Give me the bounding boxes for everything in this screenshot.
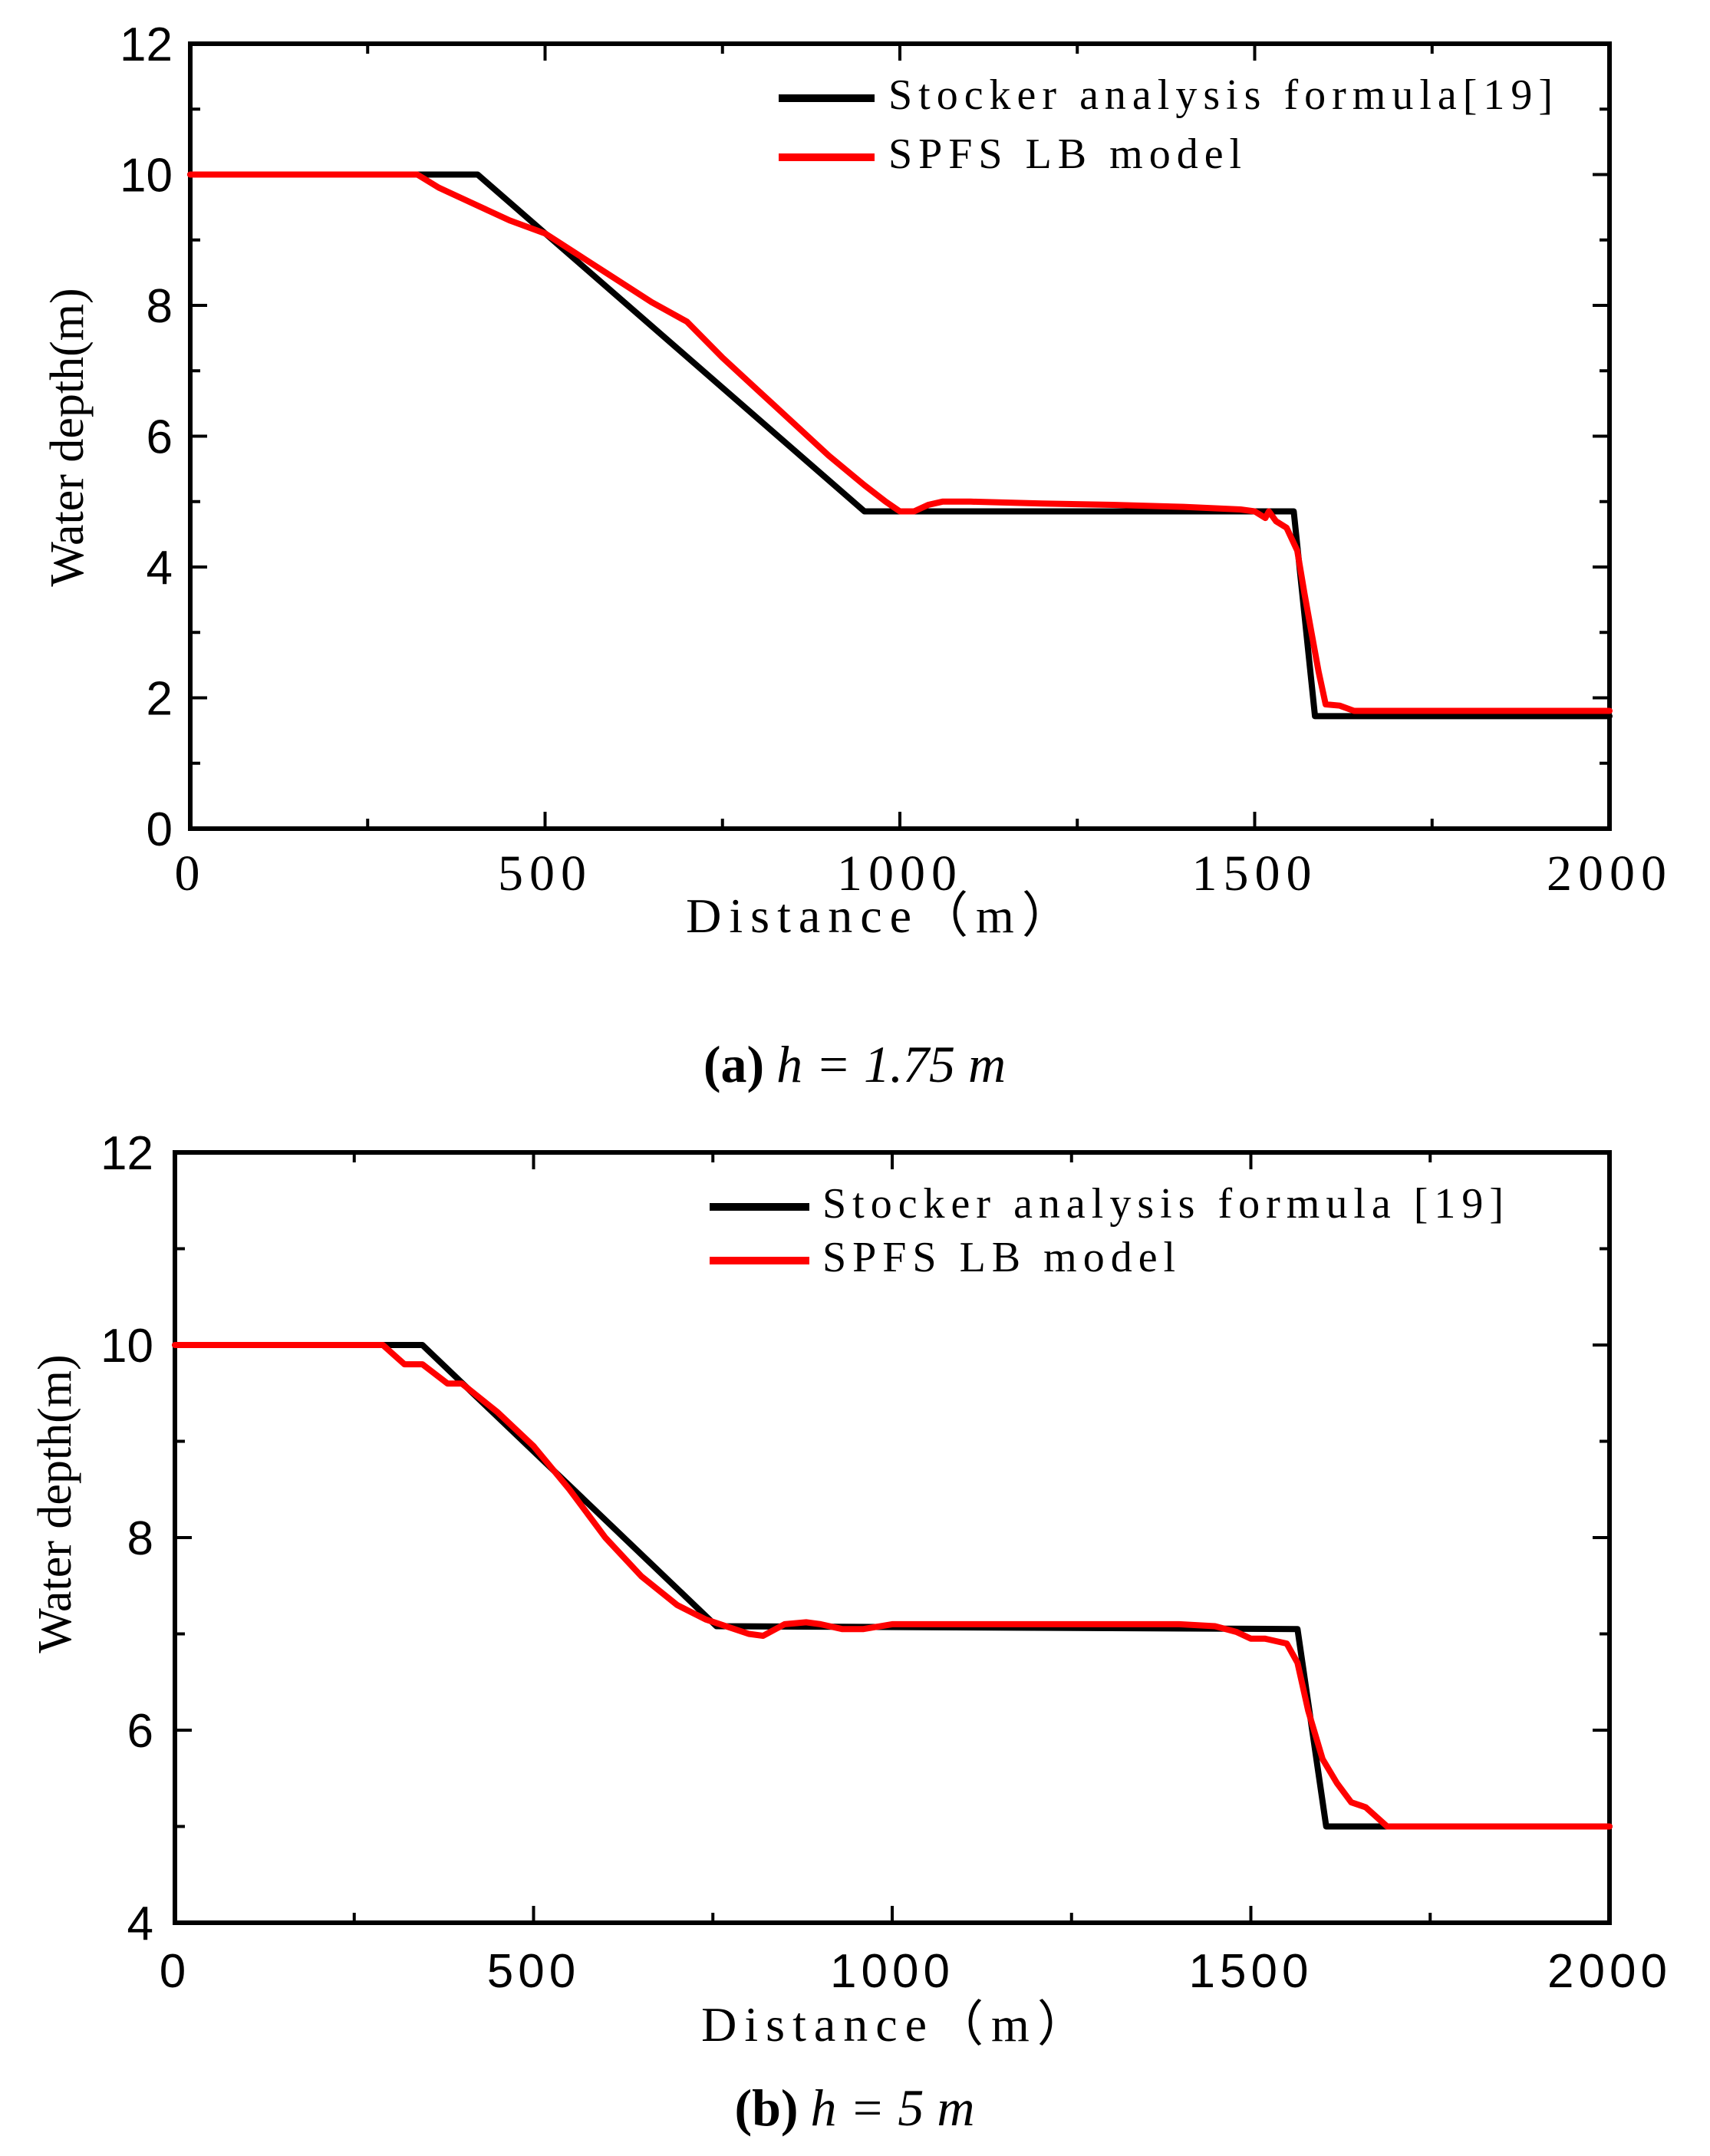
series-line-spfs <box>172 1342 1613 1830</box>
x-tick-label: 1000 <box>837 846 963 902</box>
y-tick-label: 4 <box>127 1897 153 1950</box>
chart-a-legend-label-stocker: Stocker analysis formula[19] <box>888 71 1559 119</box>
x-tick-label: 1000 <box>830 1945 954 1998</box>
x-tick-label: 500 <box>487 1945 580 1998</box>
y-tick-label: 10 <box>100 1320 153 1373</box>
series-line-stocker <box>187 171 1613 720</box>
y-tick-label: 0 <box>147 803 173 856</box>
chart-a-x-axis-title: Distance（m） <box>686 888 1079 943</box>
y-tick-label: 8 <box>127 1512 153 1565</box>
y-tick-label: 2 <box>147 673 173 726</box>
chart-a-ticks <box>189 42 1611 830</box>
chart-b-legend-label-spfs: SPFS LB model <box>822 1234 1181 1281</box>
x-tick-label: 2000 <box>1547 846 1672 902</box>
chart-a-legend-label-spfs: SPFS LB model <box>888 130 1247 178</box>
x-tick-label: 1500 <box>1189 1945 1313 1998</box>
chart-b-caption-label: (b) <box>734 2079 798 2137</box>
y-tick-label: 6 <box>127 1705 153 1758</box>
chart-a-caption: (a) h = 1.75 m <box>703 1035 1006 1093</box>
x-tick-label: 500 <box>498 846 592 902</box>
y-tick-label: 6 <box>147 411 173 464</box>
y-tick-label: 10 <box>120 150 173 203</box>
y-tick-label: 12 <box>120 18 173 71</box>
chart-a-y-axis-title: Water depth(m) <box>41 288 94 586</box>
chart-b-caption-text: h = 5 m <box>811 2079 975 2137</box>
chart-a-caption-label: (a) <box>703 1035 764 1093</box>
x-tick-label: 2000 <box>1547 1945 1672 1998</box>
chart-a-legend: Stocker analysis formula[19] SPFS LB mod… <box>779 71 1559 178</box>
x-tick-label: 0 <box>175 846 206 902</box>
chart-b-caption: (b) h = 5 m <box>734 2079 974 2137</box>
x-tick-label: 0 <box>160 1945 190 1998</box>
chart-a-y-tick-labels: 0 2 4 6 8 10 12 <box>120 18 173 856</box>
chart-a: 0 500 1000 1500 2000 0 2 4 6 8 10 12 Water depth(m… <box>41 18 1672 1093</box>
y-tick-label: 4 <box>147 542 173 595</box>
chart-b-legend-label-stocker: Stocker analysis formula [19] <box>822 1180 1510 1228</box>
y-tick-label: 8 <box>147 280 173 333</box>
chart-a-caption-text: h = 1.75 m <box>776 1035 1006 1093</box>
chart-b-x-tick-labels: 0 500 1000 1500 2000 <box>160 1945 1672 1998</box>
x-tick-label: 1500 <box>1192 846 1318 902</box>
chart-b-x-axis-title: Distance（m） <box>701 1997 1094 2052</box>
chart-b-y-axis-title: Water depth(m) <box>29 1354 81 1653</box>
chart-b-y-tick-labels: 4 6 8 10 12 <box>100 1127 153 1950</box>
y-tick-label: 12 <box>100 1127 153 1180</box>
chart-a-x-tick-labels: 0 500 1000 1500 2000 <box>175 846 1672 902</box>
chart-b-legend: Stocker analysis formula [19] SPFS LB mo… <box>710 1180 1510 1281</box>
chart-b-series <box>172 1342 1613 1830</box>
series-line-spfs <box>187 171 1613 714</box>
chart-a-series <box>187 171 1613 720</box>
